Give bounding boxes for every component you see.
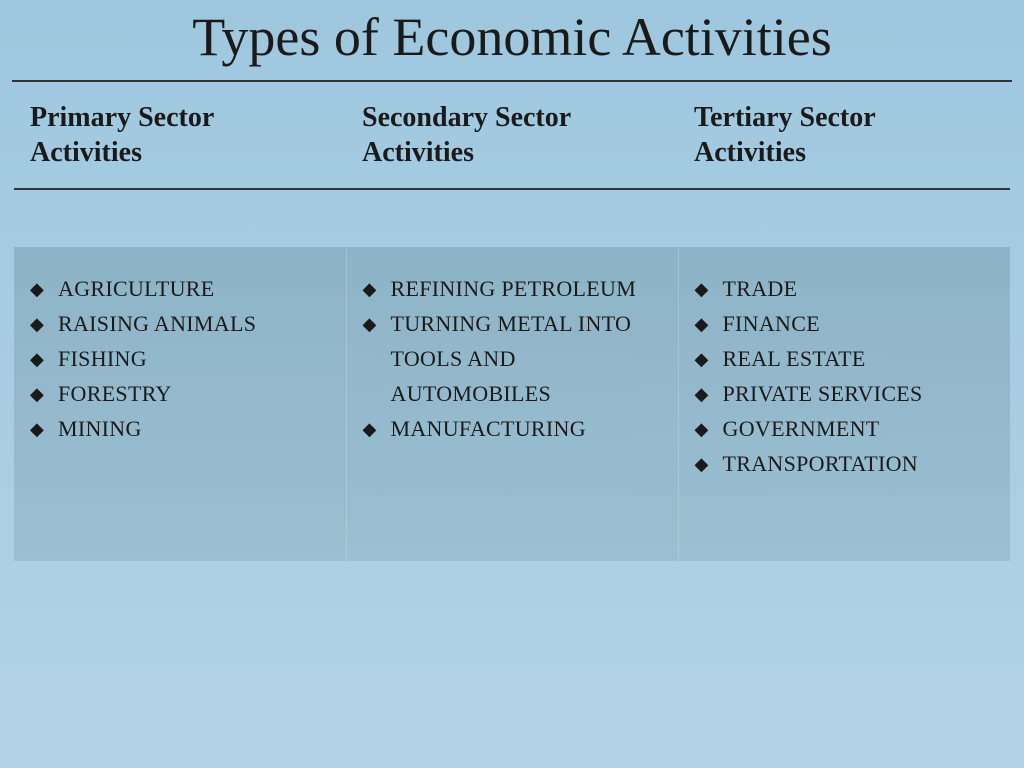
list-item: Transportation (695, 446, 993, 481)
table-header-row: Primary Sector Activities Secondary Sect… (14, 86, 1010, 189)
slide-title: Types of Economic Activities (12, 0, 1012, 82)
slide-container: Types of Economic Activities Primary Sec… (0, 0, 1024, 768)
item-text: Finance (723, 311, 820, 336)
list-tertiary: Trade Finance Real Estate Private Servic… (695, 271, 993, 481)
cell-secondary: Refining Petroleum Turning metal into to… (346, 247, 678, 561)
item-text: Transportation (723, 451, 918, 476)
list-item: Mining (30, 411, 328, 446)
list-item: Trade (695, 271, 993, 306)
item-text: Government (723, 416, 880, 441)
list-primary: Agriculture Raising Animals Fishing Fore… (30, 271, 328, 446)
item-text: Raising Animals (58, 311, 256, 336)
list-item: Turning metal into tools and automobiles (363, 306, 660, 411)
column-header-tertiary: Tertiary Sector Activities (678, 86, 1010, 189)
item-text: Manufacturing (391, 416, 586, 441)
list-item: Manufacturing (363, 411, 660, 446)
table-body-row: Agriculture Raising Animals Fishing Fore… (14, 247, 1010, 561)
sectors-table: Primary Sector Activities Secondary Sect… (14, 86, 1010, 561)
spacer-row (14, 189, 1010, 247)
item-text: Mining (58, 416, 142, 441)
list-item: Finance (695, 306, 993, 341)
item-text: Agriculture (58, 276, 215, 301)
item-text: Refining Petroleum (391, 276, 637, 301)
list-secondary: Refining Petroleum Turning metal into to… (363, 271, 660, 446)
list-item: Fishing (30, 341, 328, 376)
list-item: Raising Animals (30, 306, 328, 341)
list-item: Private Services (695, 376, 993, 411)
item-text: Forestry (58, 381, 172, 406)
column-header-primary: Primary Sector Activities (14, 86, 346, 189)
item-text: Private Services (723, 381, 923, 406)
item-text: Turning metal into tools and automobiles (391, 311, 632, 406)
item-text: Fishing (58, 346, 147, 371)
column-header-secondary: Secondary Sector Activities (346, 86, 678, 189)
cell-tertiary: Trade Finance Real Estate Private Servic… (678, 247, 1010, 561)
list-item: Real Estate (695, 341, 993, 376)
list-item: Government (695, 411, 993, 446)
list-item: Forestry (30, 376, 328, 411)
item-text: Real Estate (723, 346, 866, 371)
table-container: Primary Sector Activities Secondary Sect… (14, 86, 1010, 561)
list-item: Agriculture (30, 271, 328, 306)
list-item: Refining Petroleum (363, 271, 660, 306)
item-text: Trade (723, 276, 798, 301)
cell-primary: Agriculture Raising Animals Fishing Fore… (14, 247, 346, 561)
